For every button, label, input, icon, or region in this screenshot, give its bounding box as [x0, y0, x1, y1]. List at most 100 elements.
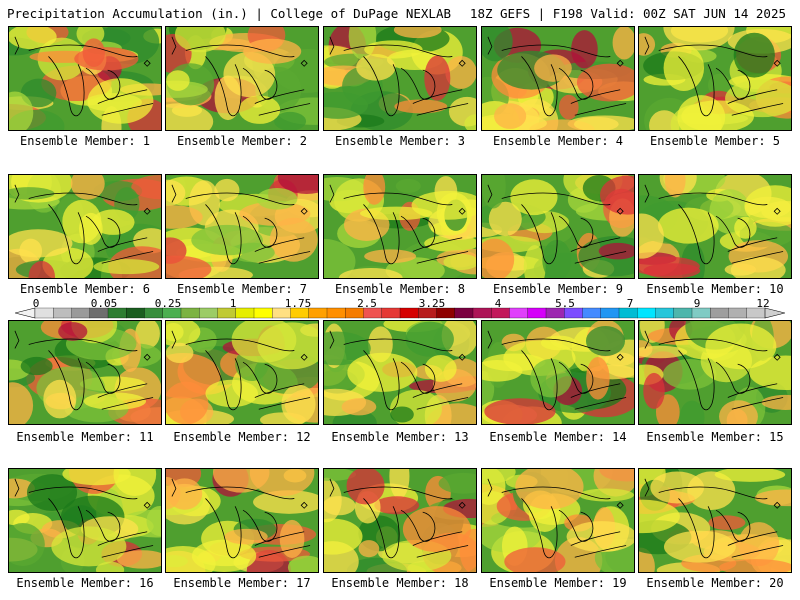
precip-field: [166, 175, 318, 278]
coastline-outline: [678, 56, 715, 117]
coastline-outline: [205, 498, 242, 559]
precip-map-panel: [165, 174, 319, 279]
coastline-outline: [773, 353, 781, 361]
coastline-outline: [570, 89, 621, 104]
colorbar-swatch: [326, 307, 346, 319]
coastline-outline: [143, 207, 151, 215]
coastline-outline: [300, 501, 308, 509]
coastline-outline: [28, 338, 138, 352]
run-info: 18Z GEFS | F198 Valid: 00Z SAT JUN 14 20…: [469, 6, 786, 21]
precip-map-panel: [638, 320, 792, 425]
coastline-outline: [616, 353, 624, 361]
colorbar-swatch: [381, 307, 401, 319]
coastline-outline: [521, 56, 558, 117]
coastline-outline: [300, 207, 308, 215]
coastline-outline: [185, 192, 295, 206]
colorbar-tick-label: 7: [626, 297, 634, 310]
coastline-outline: [97, 531, 148, 546]
precip-field: [9, 175, 161, 278]
precip-field: [324, 175, 476, 278]
coastline-outline: [343, 44, 453, 58]
coastline-outline: [644, 330, 650, 349]
colorbar-swatch: [71, 307, 91, 319]
coastline-outline: [143, 353, 151, 361]
coastline-outline: [343, 338, 453, 352]
coastline-outline: [97, 89, 148, 104]
coastline-outline: [258, 397, 311, 410]
colorbar-tick-label: 1.75: [284, 297, 312, 310]
coastline-outline: [28, 44, 138, 58]
coastline-outline: [48, 350, 85, 411]
coastline-outline: [363, 56, 400, 117]
colorbar-swatch: [673, 307, 693, 319]
precip-map-panel: [638, 174, 792, 279]
colorbar-swatch: [53, 307, 72, 319]
coastline-outline: [678, 350, 715, 411]
colorbar-tick-label: 0.25: [154, 297, 182, 310]
precip-map-panel: [481, 174, 635, 279]
coastline-outline: [254, 89, 305, 104]
coastline-outline: [400, 509, 436, 542]
coastline-outline: [558, 215, 594, 248]
coastline-outline: [521, 350, 558, 411]
colorbar-swatch: [600, 307, 620, 319]
precip-field: [639, 321, 791, 424]
ensemble-member-label: Ensemble Member: 17: [173, 576, 311, 590]
ensemble-member-label: Ensemble Member: 18: [331, 576, 469, 590]
precip-field: [9, 27, 161, 130]
ensemble-member-label: Ensemble Member: 3: [334, 134, 466, 148]
ensemble-member-label: Ensemble Member: 12: [173, 430, 311, 444]
coastline-outline: [101, 251, 154, 264]
coastline-outline: [727, 531, 778, 546]
colorbar-swatch: [454, 307, 474, 319]
ensemble-member-label: Ensemble Member: 4: [492, 134, 624, 148]
precip-map-panel: [481, 468, 635, 573]
coastline-outline: [205, 350, 242, 411]
ensemble-member-label: Ensemble Member: 1: [19, 134, 151, 148]
colorbar-tick-label: 0.05: [90, 297, 118, 310]
ensemble-member-label: Ensemble Member: 16: [16, 576, 154, 590]
coastline-outline: [363, 350, 400, 411]
precip-map-panel: [638, 26, 792, 131]
coastline-outline: [329, 478, 335, 497]
coastline-outline: [300, 353, 308, 361]
colorbar-tick-label: 0: [32, 297, 40, 310]
coastline-outline: [773, 501, 781, 509]
coastline-outline: [574, 103, 627, 116]
colorbar-swatch: [126, 307, 145, 319]
colorbar-tick-label: 4: [494, 297, 502, 310]
map-title: Precipitation Accumulation (in.) | Colle…: [7, 6, 452, 21]
coastline-outline: [97, 383, 148, 398]
coastline-outline: [715, 215, 751, 248]
coastline-outline: [658, 338, 768, 352]
coastline-outline: [731, 251, 784, 264]
coastline-outline: [143, 59, 151, 67]
colorbar-tick-label: 1: [229, 297, 237, 310]
coastline-outline: [616, 501, 624, 509]
colorbar-arrow-right: [764, 307, 785, 319]
coastline-outline: [85, 67, 121, 100]
coastline-outline: [363, 204, 400, 265]
coastline-outline: [185, 338, 295, 352]
precip-map-panel: [8, 320, 162, 425]
ensemble-member-label: Ensemble Member: 14: [489, 430, 627, 444]
colorbar-swatch: [308, 307, 328, 319]
precip-map-panel: [323, 174, 477, 279]
coastline-outline: [501, 192, 611, 206]
coastline-outline: [458, 59, 466, 67]
coastline-outline: [14, 184, 20, 203]
coastline-outline: [412, 383, 463, 398]
coastline-outline: [97, 237, 148, 252]
coastline-outline: [242, 361, 278, 394]
coastline-outline: [715, 361, 751, 394]
coastline-outline: [329, 36, 335, 55]
coastline-outline: [343, 486, 453, 500]
precip-field: [482, 27, 634, 130]
precip-map-panel: [8, 468, 162, 573]
coastline-outline: [558, 509, 594, 542]
coastline-outline: [343, 192, 453, 206]
precip-field: [166, 469, 318, 572]
coastline-outline: [658, 486, 768, 500]
coastline-outline: [185, 486, 295, 500]
colorbar-swatch: [472, 307, 492, 319]
